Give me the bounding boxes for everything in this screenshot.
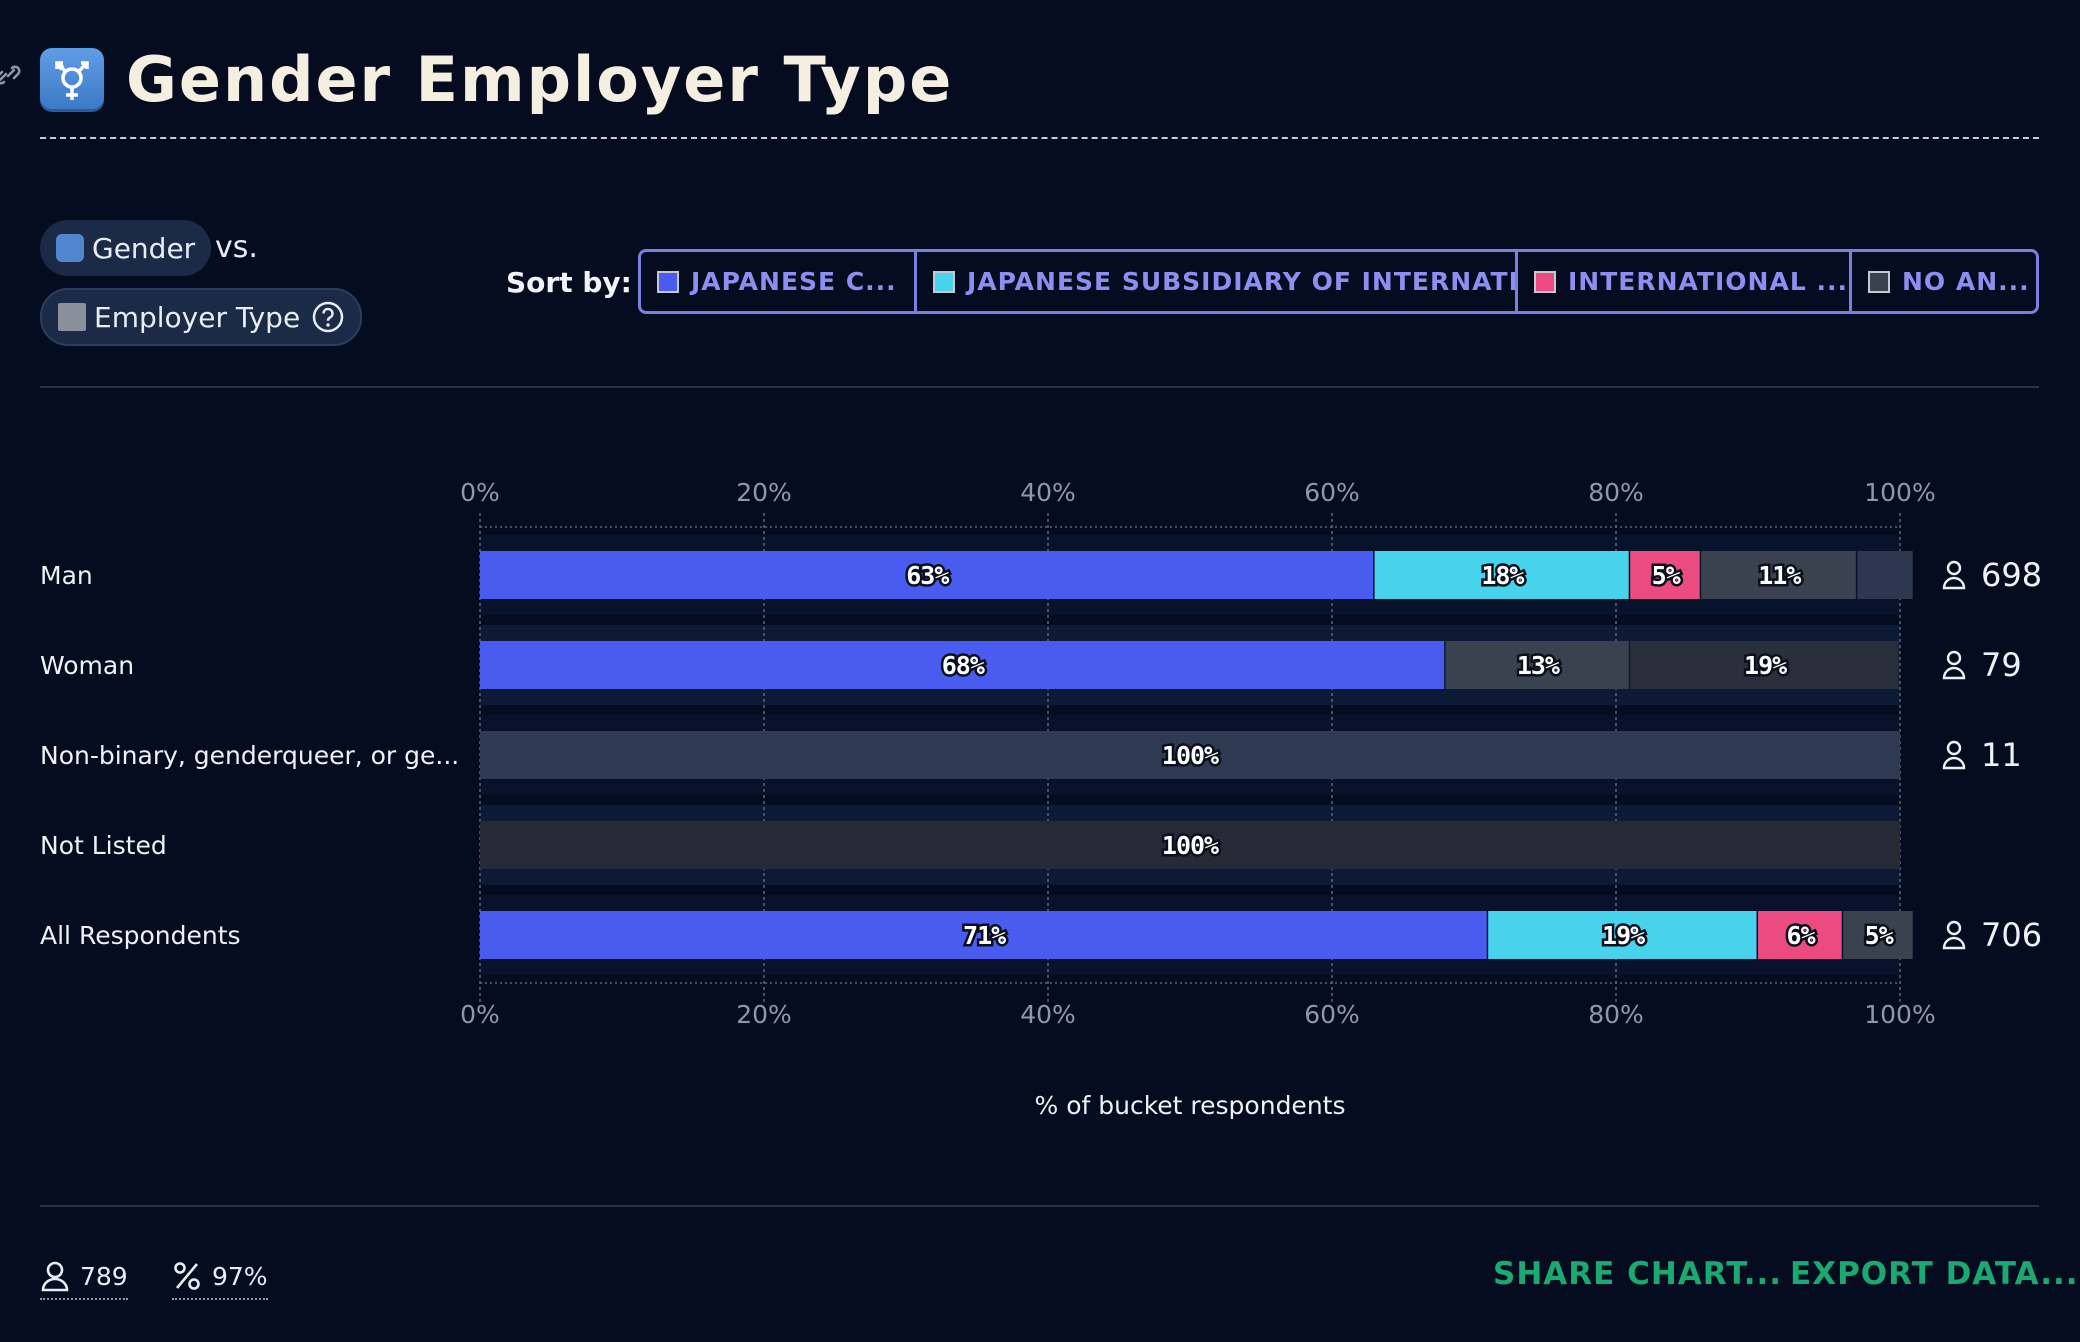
export-data-link[interactable]: EXPORT DATA... <box>1790 1256 2079 1292</box>
sort-option-label: NO AN... <box>1902 267 2030 296</box>
sort-option-label: INTERNATIONAL ... <box>1568 267 1848 296</box>
bar-value-label: 68% <box>942 651 985 680</box>
bar-value-label: 13% <box>1517 651 1560 680</box>
row-label: Man <box>40 561 93 590</box>
page-title: Gender Employer Type <box>126 43 954 116</box>
sort-option-international[interactable]: INTERNATIONAL ... <box>1518 252 1852 311</box>
gender-chip-label: Gender <box>92 231 196 265</box>
bar-segment <box>480 911 1487 959</box>
share-chart-link[interactable]: SHARE CHART... <box>1493 1256 1783 1292</box>
x-tick-label-bottom: 0% <box>460 1000 500 1029</box>
vs-label: vs. <box>215 230 258 265</box>
help-icon[interactable] <box>312 301 344 333</box>
bar-value-label: 100% <box>1162 741 1219 770</box>
x-tick-label-top: 20% <box>736 478 792 507</box>
bar-segment <box>480 641 1445 689</box>
bar-segment <box>1445 641 1629 689</box>
bar-segment <box>480 551 1374 599</box>
series-swatch <box>657 270 679 293</box>
section-divider <box>40 386 2039 388</box>
x-tick-label-bottom: 40% <box>1020 1000 1076 1029</box>
bar-value-label: 100% <box>1162 831 1219 860</box>
person-icon <box>41 1261 69 1292</box>
person-icon <box>1942 560 1966 590</box>
person-icon <box>1942 740 1966 770</box>
x-axis-title: % of bucket respondents <box>1035 1091 1346 1120</box>
transgender-symbol-icon <box>56 234 84 262</box>
bar-value-label: 19% <box>1744 651 1787 680</box>
response-rate-value: 97% <box>212 1261 268 1291</box>
x-tick-label-top: 100% <box>1864 478 1935 507</box>
bar-segment <box>1630 551 1700 599</box>
bar-segment <box>1374 551 1629 599</box>
bar-value-label: 19% <box>1602 921 1645 950</box>
bar-segment <box>1857 551 1913 599</box>
x-tick-label-bottom: 20% <box>736 1000 792 1029</box>
sort-option-label: JAPANESE C... <box>691 267 897 296</box>
percent-icon <box>174 1262 200 1290</box>
section-divider <box>40 1205 2039 1207</box>
response-rate[interactable]: 97% <box>172 1256 268 1300</box>
x-tick-label-bottom: 100% <box>1864 1000 1935 1029</box>
respondent-count: 11 <box>1981 736 2022 774</box>
row-label: Not Listed <box>40 831 167 860</box>
x-tick-label-bottom: 80% <box>1588 1000 1644 1029</box>
respondent-count: 79 <box>1981 646 2022 684</box>
bar-value-label: 5% <box>1652 561 1681 590</box>
bar-segment <box>480 731 1900 779</box>
person-icon <box>1942 650 1966 680</box>
respondent-count: 698 <box>1981 556 2042 594</box>
series-swatch <box>1534 270 1556 293</box>
sort-option-japanese-subsidiary[interactable]: JAPANESE SUBSIDIARY OF INTERNATI... <box>917 252 1518 311</box>
respondents-count: 789 <box>80 1261 128 1291</box>
bar-segment <box>1843 911 1913 959</box>
sort-option-label: JAPANESE SUBSIDIARY OF INTERNATI... <box>967 267 1518 296</box>
row-label: Woman <box>40 651 134 680</box>
row-label: All Respondents <box>40 921 241 950</box>
employer-type-chip[interactable]: Employer Type <box>40 288 363 346</box>
total-respondents[interactable]: 789 <box>40 1256 128 1300</box>
x-tick-label-top: 80% <box>1588 478 1644 507</box>
x-tick-label-bottom: 60% <box>1304 1000 1360 1029</box>
x-tick-label-top: 0% <box>460 478 500 507</box>
office-building-icon <box>58 303 86 331</box>
transgender-symbol-icon <box>40 48 104 112</box>
bar-value-label: 5% <box>1865 921 1894 950</box>
bar-value-label: 18% <box>1481 561 1524 590</box>
link-icon[interactable] <box>0 60 24 90</box>
series-swatch <box>1868 270 1890 293</box>
sort-option-no-answer[interactable]: NO AN... <box>1852 252 2036 311</box>
employer-type-chip-label: Employer Type <box>94 300 301 334</box>
x-tick-label-top: 60% <box>1304 478 1360 507</box>
series-swatch <box>933 270 955 293</box>
bar-segment <box>1701 551 1856 599</box>
bar-value-label: 71% <box>963 921 1006 950</box>
row-label: Non-binary, genderqueer, or ge... <box>40 741 459 770</box>
sort-option-japanese-company[interactable]: JAPANESE C... <box>641 252 917 311</box>
bar-value-label: 6% <box>1787 921 1816 950</box>
bar-value-label: 11% <box>1758 561 1801 590</box>
respondent-count: 706 <box>1981 916 2042 954</box>
bar-segment <box>1488 911 1757 959</box>
sort-options: JAPANESE C... JAPANESE SUBSIDIARY OF INT… <box>638 249 2039 314</box>
gender-chip[interactable]: Gender <box>40 220 212 276</box>
person-icon <box>1942 920 1966 950</box>
title-divider <box>40 137 2039 139</box>
bar-segment <box>480 821 1900 869</box>
x-tick-label-top: 40% <box>1020 478 1076 507</box>
bar-segment <box>1758 911 1842 959</box>
bar-value-label: 63% <box>906 561 949 590</box>
bar-segment <box>1630 641 1899 689</box>
sort-by-label: Sort by: <box>506 266 632 299</box>
